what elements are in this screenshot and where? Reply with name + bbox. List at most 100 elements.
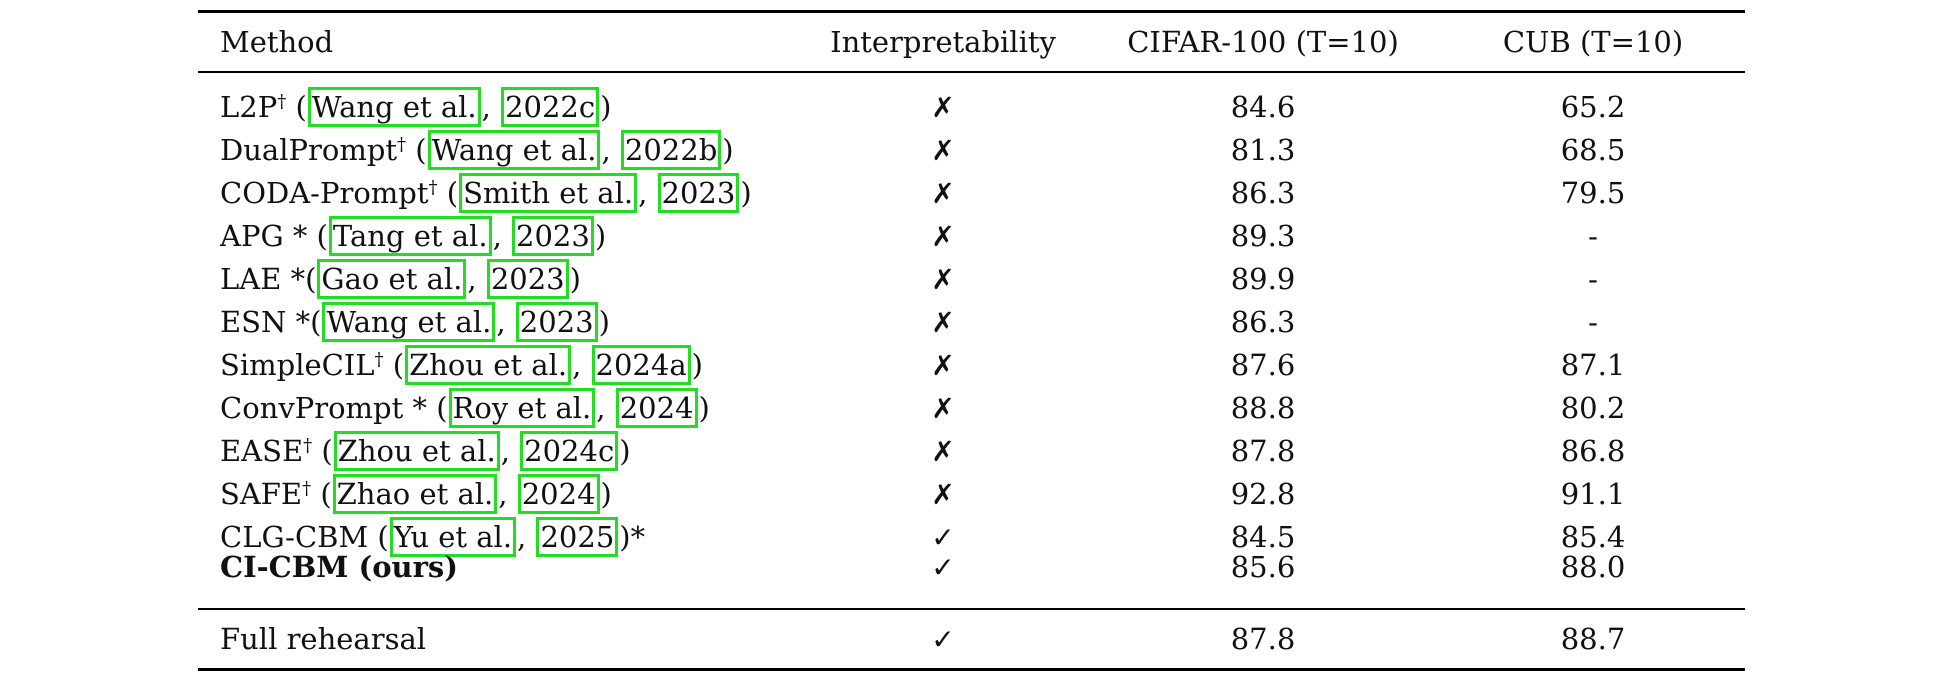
cub-value: - [1588, 262, 1598, 296]
cite-close: ) [569, 262, 581, 296]
method-name: DualPrompt [220, 133, 398, 167]
cub-value: - [1588, 305, 1598, 339]
cite-sep: , [496, 305, 515, 339]
cifar-value: 89.9 [1230, 262, 1296, 296]
method-name: SAFE [220, 477, 303, 511]
cite-close: ) [600, 90, 612, 124]
cross-icon: ✗ [931, 220, 955, 253]
cite-close: ) [594, 219, 607, 253]
method-name: ConvPrompt * [220, 391, 427, 425]
citation-year-link[interactable]: 2023 [486, 259, 569, 299]
cite-open: ( [406, 133, 427, 167]
citation-author-link[interactable]: Roy et al. [448, 388, 596, 428]
citation-author-link[interactable]: Wang et al. [322, 302, 496, 342]
top-rule [198, 10, 1745, 13]
cite-close: ) [691, 348, 703, 382]
cifar-value: 86.3 [1230, 305, 1296, 339]
ours-cub: 88.0 [1560, 550, 1626, 584]
method-name: APG * [220, 219, 308, 253]
citation-year-link[interactable]: 2024a [591, 345, 691, 385]
method-cell: CLG-CBM (Yu et al., 2025)* [220, 516, 645, 559]
cross-icon: ✗ [931, 91, 955, 124]
cub-value: - [1588, 219, 1598, 253]
rehearsal-method: Full rehearsal [220, 622, 427, 656]
cub-value: 85.4 [1560, 520, 1626, 554]
table-row: SimpleCIL† (Zhou et al., 2024a) ✗ 87.6 87.1 [198, 344, 1745, 387]
dagger-mark: † [302, 478, 312, 499]
method-cell: SAFE† (Zhao et al., 2024) [220, 473, 612, 516]
citation-author-link[interactable]: Wang et al. [427, 130, 601, 170]
citation-author-link[interactable]: Smith et al. [459, 173, 638, 213]
cite-sep: , [481, 90, 501, 124]
cite-open: ( [383, 348, 405, 382]
table-row: APG * (Tang et al., 2023) ✗ 89.3 - [198, 215, 1745, 258]
table-row: DualPrompt† (Wang et al., 2022b) ✗ 81.3 68.… [198, 129, 1745, 172]
cite-close: ) [722, 133, 734, 167]
method-name: CODA-Prompt [220, 176, 429, 210]
cite-close: )* [619, 520, 646, 554]
cite-close: ) [600, 477, 612, 511]
cite-close: ) [740, 176, 752, 210]
cite-open: ( [437, 176, 459, 210]
table-row: EASE† (Zhou et al., 2024c) ✗ 87.8 86.8 [198, 430, 1745, 473]
citation-year-link[interactable]: 2023 [512, 216, 594, 256]
header-method: Method [220, 25, 334, 59]
cifar-value: 87.6 [1230, 348, 1296, 382]
cite-open: ( [312, 434, 333, 468]
cite-open: ( [426, 391, 448, 425]
table-row: SAFE† (Zhao et al., 2024) ✗ 92.8 91.1 [198, 473, 1745, 516]
citation-year-link[interactable]: 2022c [501, 87, 600, 127]
bottom-rule [198, 668, 1745, 671]
cite-open: ( [310, 305, 322, 339]
cite-close: ) [619, 434, 631, 468]
cifar-value: 84.6 [1230, 90, 1296, 124]
cub-value: 86.8 [1560, 434, 1626, 468]
citation-author-link[interactable]: Tang et al. [328, 216, 492, 256]
method-name: ESN * [220, 305, 311, 339]
cifar-value: 87.8 [1230, 434, 1296, 468]
ours-row: CI-CBM (ours) ✓ 85.6 88.0 [198, 546, 1745, 589]
check-icon: ✓ [931, 551, 955, 584]
citation-year-link[interactable]: 2024 [517, 474, 600, 514]
dagger-mark: † [397, 134, 407, 155]
rehearsal-cub: 88.7 [1560, 622, 1626, 656]
citation-author-link[interactable]: Zhou et al. [405, 345, 572, 385]
method-name: CLG-CBM [220, 520, 369, 554]
citation-year-link[interactable]: 2025 [536, 517, 619, 557]
cross-icon: ✗ [931, 349, 955, 382]
rehearsal-cifar: 87.8 [1230, 622, 1296, 656]
cub-value: 68.5 [1560, 133, 1626, 167]
method-cell: L2P† (Wang et al., 2022c) [220, 86, 611, 129]
cifar-value: 88.8 [1230, 391, 1296, 425]
citation-author-link[interactable]: Gao et al. [317, 259, 467, 299]
citation-year-link[interactable]: 2023 [657, 173, 740, 213]
citation-author-link[interactable]: Wang et al. [307, 87, 481, 127]
cite-sep: , [601, 133, 620, 167]
ours-method: CI-CBM (ours) [220, 550, 458, 584]
cite-open: ( [311, 477, 332, 511]
cite-close: ) [698, 391, 710, 425]
cite-sep: , [638, 176, 657, 210]
cross-icon: ✗ [931, 306, 955, 339]
citation-author-link[interactable]: Zhou et al. [333, 431, 500, 471]
citation-author-link[interactable]: Yu et al. [389, 517, 517, 557]
cub-value: 91.1 [1560, 477, 1626, 511]
cifar-value: 89.3 [1230, 219, 1296, 253]
cub-value: 79.5 [1560, 176, 1626, 210]
cross-icon: ✗ [931, 392, 955, 425]
method-name: LAE * [220, 262, 306, 296]
dagger-mark: † [428, 177, 438, 198]
cifar-value: 84.5 [1230, 520, 1296, 554]
cross-icon: ✗ [931, 134, 955, 167]
citation-year-link[interactable]: 2024c [520, 431, 619, 471]
table-row: L2P† (Wang et al., 2022c) ✗ 84.6 65.2 [198, 86, 1745, 129]
cite-sep: , [467, 262, 486, 296]
citation-year-link[interactable]: 2024 [615, 388, 698, 428]
cross-icon: ✗ [931, 177, 955, 210]
citation-year-link[interactable]: 2022b [620, 130, 722, 170]
citation-year-link[interactable]: 2023 [515, 302, 598, 342]
cross-icon: ✗ [931, 478, 955, 511]
method-name: SimpleCIL [220, 348, 375, 382]
section-rule [198, 608, 1745, 610]
citation-author-link[interactable]: Zhao et al. [332, 474, 498, 514]
